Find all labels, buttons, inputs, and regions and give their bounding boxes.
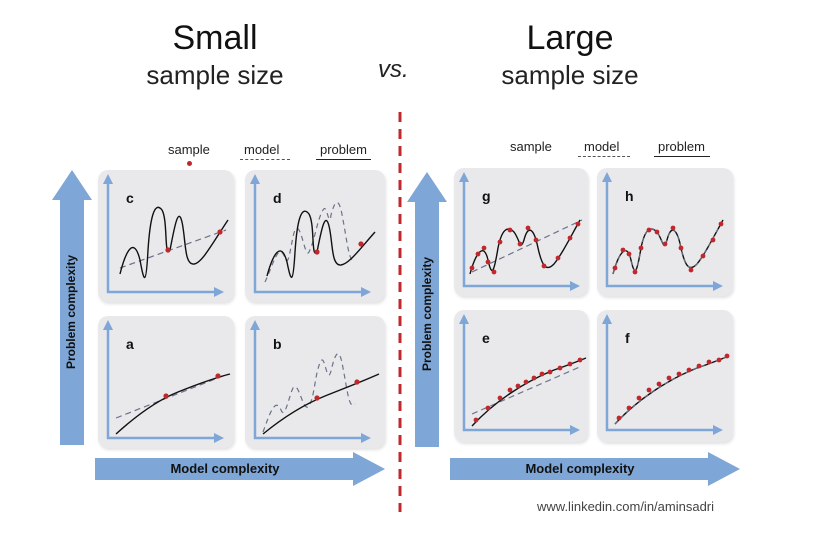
panel-b: b: [245, 316, 385, 448]
vs-label: vs.: [378, 56, 409, 83]
large-title: Large: [526, 19, 614, 57]
legend-problem-line: [654, 156, 710, 157]
panel-g-label: g: [482, 188, 491, 204]
panel-e: e: [454, 310, 588, 442]
x-axis-label-right: Model complexity: [525, 461, 635, 476]
panel-e-label: e: [482, 330, 490, 346]
small-subtitle: sample size: [146, 60, 284, 90]
x-axis-arrow-right: [450, 452, 740, 486]
legend-model-line: [578, 156, 630, 157]
panel-f: f: [597, 310, 733, 442]
panel-g: g: [454, 168, 588, 296]
legend-left: sample model problem: [160, 140, 390, 170]
panel-a: a: [98, 316, 234, 448]
panel-d: d: [245, 170, 385, 302]
panel-f-plot: [602, 314, 730, 435]
panel-c: c: [98, 170, 234, 302]
legend-model-line: [240, 159, 290, 160]
legend-right: sample model problem: [502, 137, 732, 167]
y-axis-arrow-left: [52, 170, 92, 445]
y-axis-arrow-right: [407, 172, 447, 447]
panel-h-plot: [602, 172, 724, 291]
panel-h: h: [597, 168, 733, 296]
legend-sample-dot: [187, 161, 192, 166]
small-title: Small: [172, 19, 258, 57]
x-axis-label-left: Model complexity: [170, 461, 280, 476]
panel-e-plot: [459, 314, 587, 435]
panel-c-label: c: [126, 190, 134, 206]
x-axis-arrow-left: [95, 452, 385, 486]
panel-a-plot: [103, 320, 231, 443]
panel-d-plot: [250, 174, 376, 297]
panel-g-plot: [459, 172, 583, 291]
y-axis-label-left: Problem complexity: [64, 254, 78, 370]
legend-problem-line: [316, 159, 371, 160]
panel-d-label: d: [273, 190, 282, 206]
legend-problem-label: problem: [658, 139, 705, 154]
footer-link[interactable]: www.linkedin.com/in/aminsadri: [537, 499, 715, 514]
panel-b-plot: [250, 320, 380, 443]
panel-c-plot: [103, 174, 229, 297]
y-axis-label-right: Problem complexity: [420, 256, 434, 372]
panel-f-label: f: [625, 330, 630, 346]
legend-model-label: model: [584, 139, 620, 154]
panel-h-label: h: [625, 188, 634, 204]
panel-a-label: a: [126, 336, 134, 352]
large-subtitle: sample size: [501, 60, 639, 90]
panel-b-label: b: [273, 336, 282, 352]
legend-sample-label: sample: [510, 139, 552, 154]
legend-problem-label: problem: [320, 142, 367, 157]
legend-sample-label: sample: [168, 142, 210, 157]
legend-model-label: model: [244, 142, 280, 157]
divider-line: [398, 112, 402, 512]
